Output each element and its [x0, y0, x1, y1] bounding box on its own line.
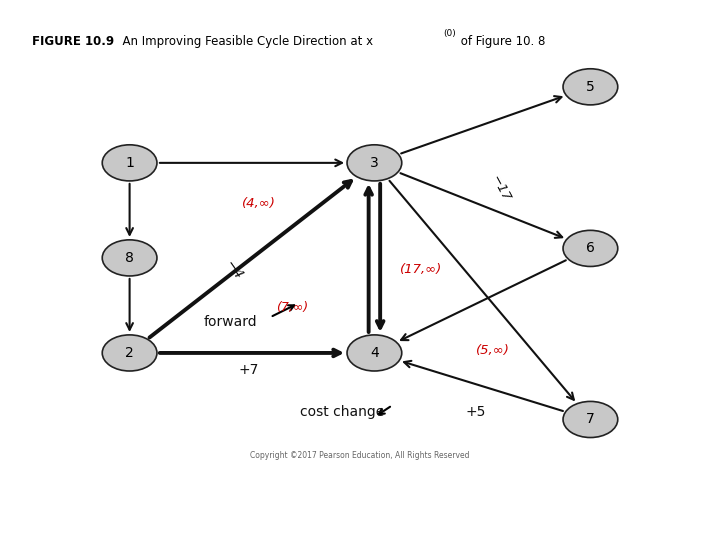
- Circle shape: [563, 69, 618, 105]
- Text: PEARSON: PEARSON: [662, 504, 720, 522]
- Text: +5: +5: [465, 406, 485, 420]
- Text: Optimization in Operations Research, 2e: Optimization in Operations Research, 2e: [151, 499, 334, 508]
- Text: 1: 1: [125, 156, 134, 170]
- Text: Ronald L. Rardin: Ronald L. Rardin: [151, 518, 225, 527]
- Text: +7: +7: [238, 362, 258, 376]
- Text: (5,∞): (5,∞): [476, 344, 510, 357]
- Text: 4: 4: [370, 346, 379, 360]
- Text: (7,∞): (7,∞): [276, 301, 307, 314]
- Text: (4,∞): (4,∞): [242, 197, 276, 210]
- Text: 5: 5: [586, 80, 595, 94]
- Text: 6: 6: [586, 241, 595, 255]
- Text: cost change: cost change: [300, 406, 384, 420]
- Circle shape: [102, 240, 157, 276]
- Text: ALWAYS LEARNING: ALWAYS LEARNING: [22, 508, 132, 518]
- Circle shape: [563, 401, 618, 437]
- Text: 3: 3: [370, 156, 379, 170]
- Text: of Figure 10. 8: of Figure 10. 8: [457, 35, 546, 48]
- Text: Copyright © 2017, 1998 by Pearson Education, Inc.: Copyright © 2017, 1998 by Pearson Educat…: [418, 499, 651, 508]
- Text: Copyright ©2017 Pearson Education, All Rights Reserved: Copyright ©2017 Pearson Education, All R…: [251, 450, 469, 460]
- Text: (0): (0): [443, 29, 456, 38]
- Text: All Rights Reserved: All Rights Reserved: [418, 518, 505, 527]
- Text: forward: forward: [204, 315, 257, 329]
- Circle shape: [102, 335, 157, 371]
- Circle shape: [347, 335, 402, 371]
- Text: 7: 7: [586, 413, 595, 427]
- Text: 2: 2: [125, 346, 134, 360]
- Circle shape: [563, 231, 618, 266]
- Circle shape: [347, 145, 402, 181]
- Text: 8: 8: [125, 251, 134, 265]
- Text: −17: −17: [488, 174, 513, 204]
- Text: FIGURE 10.9: FIGURE 10.9: [32, 35, 114, 48]
- Text: −4: −4: [222, 258, 246, 282]
- Circle shape: [102, 145, 157, 181]
- Text: An Improving Feasible Cycle Direction at x: An Improving Feasible Cycle Direction at…: [115, 35, 374, 48]
- Text: (17,∞): (17,∞): [400, 264, 442, 276]
